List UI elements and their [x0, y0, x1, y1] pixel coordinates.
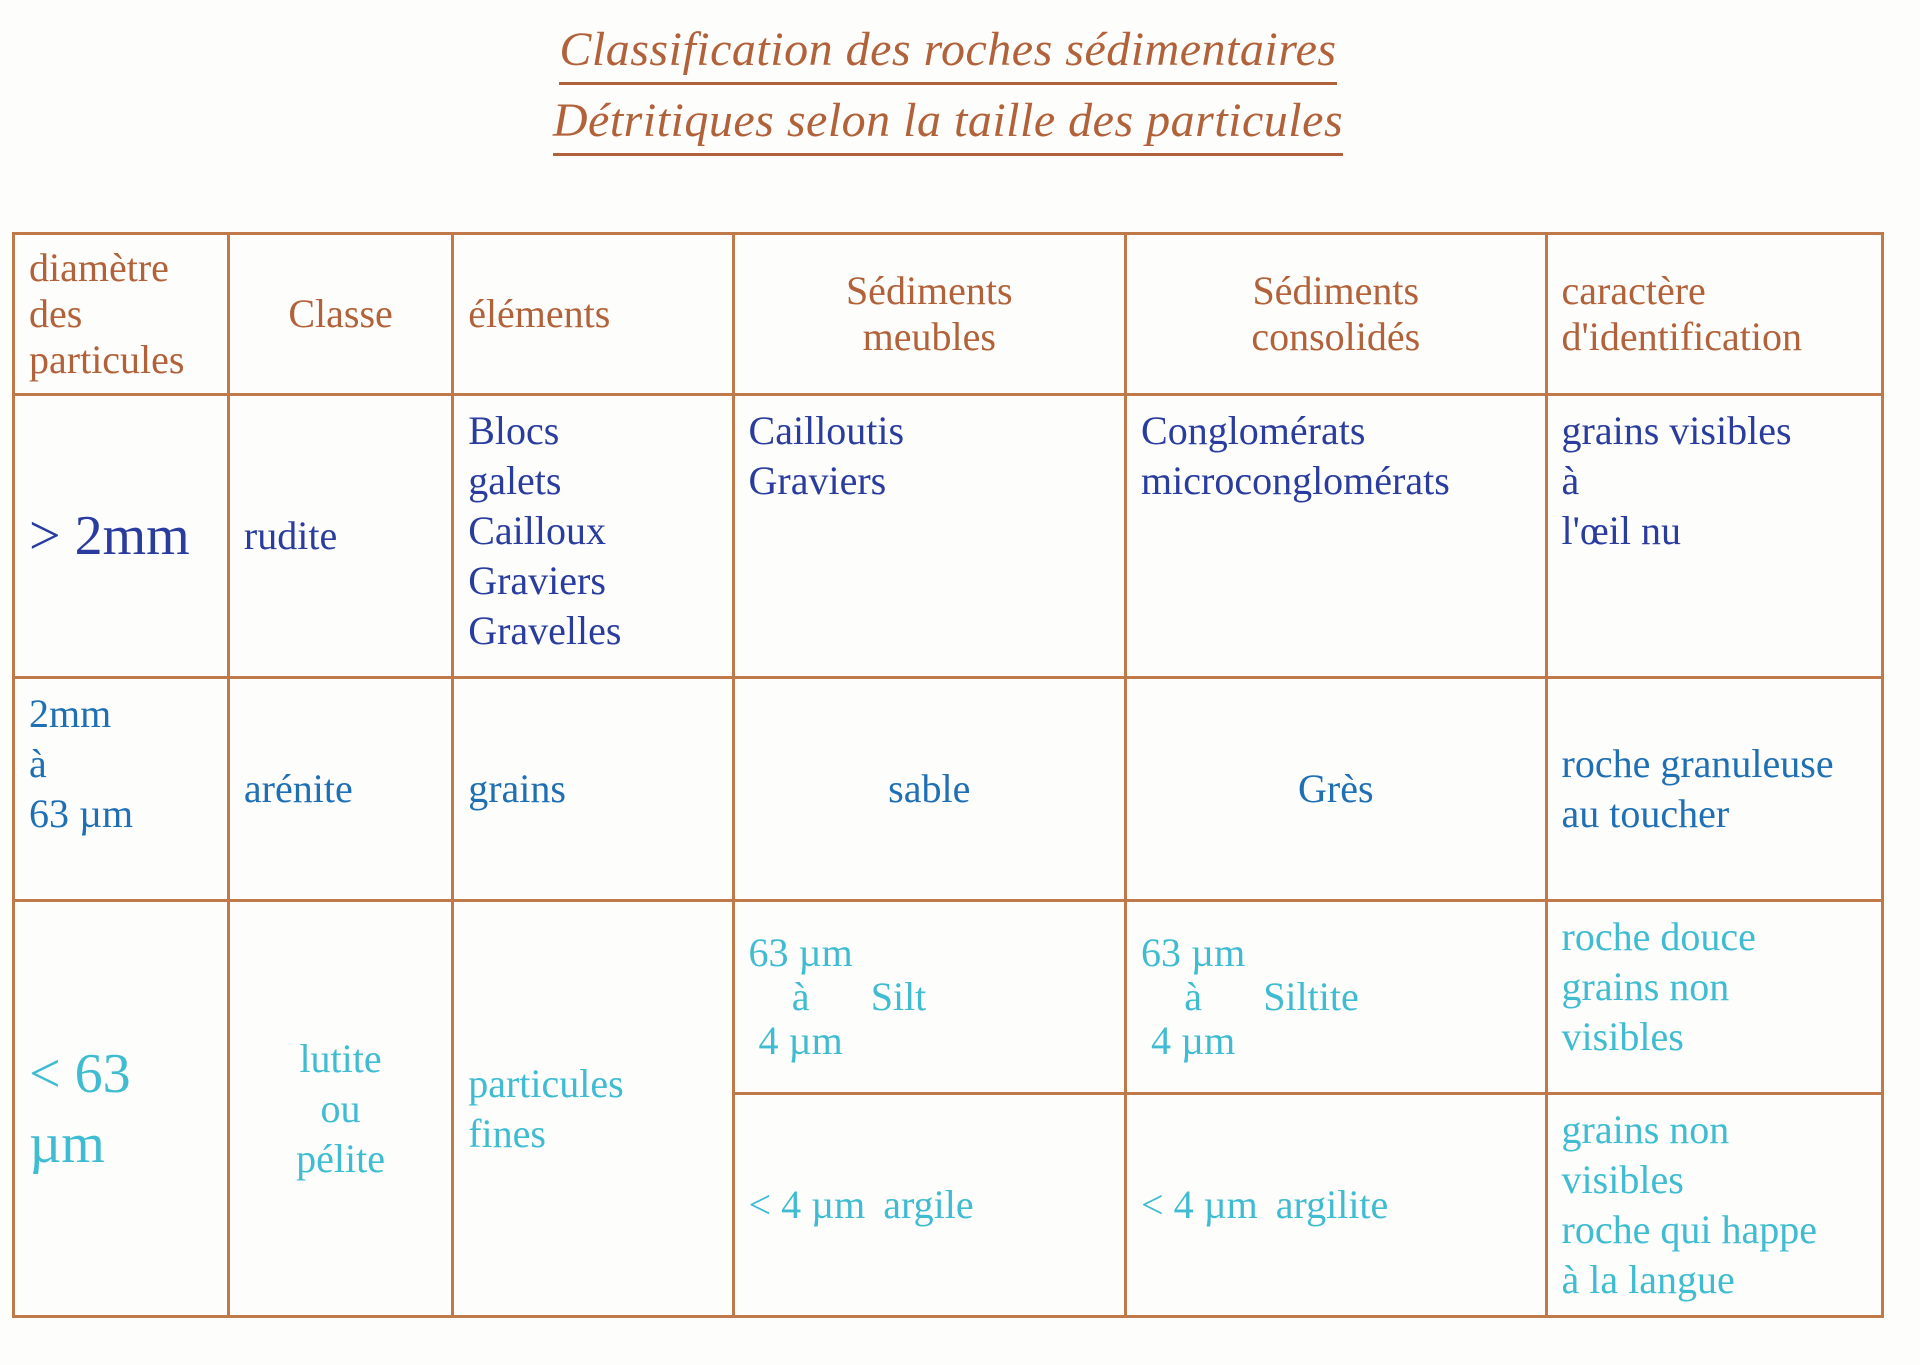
cell-ident-r1: grains visibles à l'œil nu	[1546, 395, 1882, 678]
cell-classe-r3: lutite ou pélite	[228, 901, 452, 1317]
value-label: argile	[883, 1180, 973, 1230]
header-diametre: diamètre des particules	[14, 234, 229, 395]
header-consolides: Sédiments consolidés	[1126, 234, 1547, 395]
header-elements: éléments	[453, 234, 733, 395]
cell-ident-r3b: grains non visibles roche qui happe à la…	[1546, 1094, 1882, 1317]
cell-classe-r2: arénite	[228, 678, 452, 901]
cell-ident-r3a: roche douce grains non visibles	[1546, 901, 1882, 1094]
cell-elements-r3: particules fines	[453, 901, 733, 1317]
cell-consolides-r1: Conglomérats microconglomérats	[1126, 395, 1547, 678]
range-label: < 4 µm	[1141, 1180, 1258, 1230]
cell-consolides-r3b: < 4 µm argilite	[1126, 1094, 1547, 1317]
cell-elements-r2: grains	[453, 678, 733, 901]
page-title: Classification des roches sédimentaires …	[12, 20, 1884, 162]
table-row: > 2mm rudite Blocs galets Cailloux Gravi…	[14, 395, 1883, 678]
table-row: < 63 µm lutite ou pélite particules fine…	[14, 901, 1883, 1094]
cell-elements-r1: Blocs galets Cailloux Graviers Gravelles	[453, 395, 733, 678]
title-line-2: Détritiques selon la taille des particul…	[553, 91, 1343, 156]
cell-consolides-r2: Grès	[1126, 678, 1547, 901]
cell-diam-r2: 2mm à 63 µm	[14, 678, 229, 901]
classification-table: diamètre des particules Classe éléments …	[12, 232, 1884, 1318]
cell-consolides-r3a: 63 µm à 4 µm Siltite	[1126, 901, 1547, 1094]
cell-ident-r2: roche granuleuse au toucher	[1546, 678, 1882, 901]
header-classe: Classe	[228, 234, 452, 395]
title-line-1: Classification des roches sédimentaires	[559, 20, 1336, 85]
cell-meubles-r2: sable	[733, 678, 1125, 901]
cell-meubles-r1: Cailloutis Graviers	[733, 395, 1125, 678]
value-label: argilite	[1276, 1180, 1389, 1230]
cell-meubles-r3a: 63 µm à 4 µm Silt	[733, 901, 1125, 1094]
cell-diam-r3: < 63 µm	[14, 901, 229, 1317]
table-row: 2mm à 63 µm arénite grains sable Grès ro…	[14, 678, 1883, 901]
value-label: Silt	[871, 972, 927, 1022]
range-label: 63 µm à 4 µm	[749, 931, 853, 1063]
range-label: 63 µm à 4 µm	[1141, 931, 1245, 1063]
header-ident: caractère d'identification	[1546, 234, 1882, 395]
range-label: < 4 µm	[749, 1180, 866, 1230]
value-label: Siltite	[1263, 972, 1359, 1022]
cell-diam-r1: > 2mm	[14, 395, 229, 678]
cell-classe-r1: rudite	[228, 395, 452, 678]
cell-meubles-r3b: < 4 µm argile	[733, 1094, 1125, 1317]
header-meubles: Sédiments meubles	[733, 234, 1125, 395]
table-header-row: diamètre des particules Classe éléments …	[14, 234, 1883, 395]
